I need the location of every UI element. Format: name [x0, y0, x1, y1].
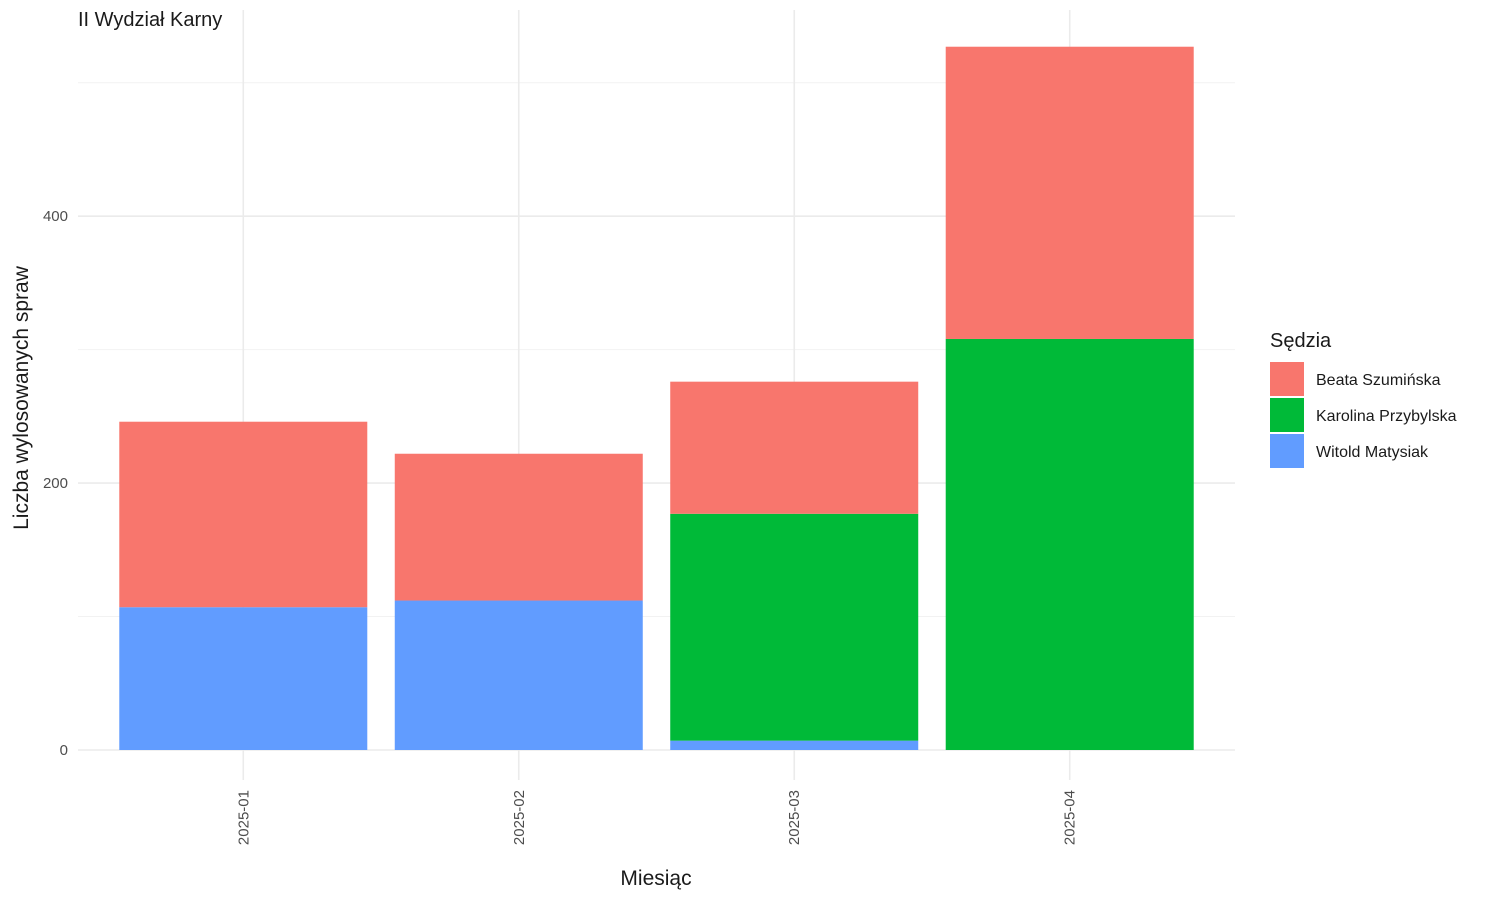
bar-2025-01-beata-szumińska — [119, 421, 368, 608]
bar-2025-03-beata-szumińska — [670, 381, 919, 514]
y-tick-label: 400 — [43, 208, 68, 225]
legend-label-witold-matysiak: Witold Matysiak — [1316, 444, 1429, 461]
legend-swatch-witold-matysiak — [1270, 434, 1304, 468]
bar-2025-02-beata-szumińska — [394, 453, 643, 601]
bar-2025-04-beata-szumińska — [945, 46, 1194, 339]
chart-title: II Wydział Karny — [78, 9, 222, 31]
bar-2025-03-witold-matysiak — [670, 740, 919, 750]
legend-title: Sędzia — [1270, 330, 1332, 352]
bar-2025-04-karolina-przybylska — [945, 338, 1194, 750]
y-tick-label: 200 — [43, 475, 68, 492]
y-axis-tick-labels: 0 200 400 — [43, 208, 68, 759]
bars-layer — [119, 46, 1194, 750]
x-tick-label: 2025-04 — [1062, 790, 1079, 845]
x-tick-label: 2025-02 — [511, 790, 528, 845]
bar-2025-02-witold-matysiak — [394, 600, 643, 750]
x-tick-label: 2025-01 — [235, 790, 252, 845]
legend-swatch-karolina-przybylska — [1270, 398, 1304, 432]
legend-label-beata-szumińska: Beata Szumińska — [1316, 372, 1441, 389]
bar-2025-03-karolina-przybylska — [670, 513, 919, 741]
x-axis-title: Miesiąc — [620, 867, 691, 890]
y-tick-label: 0 — [60, 742, 68, 759]
legend-label-karolina-przybylska: Karolina Przybylska — [1316, 408, 1457, 425]
legend-swatch-beata-szumińska — [1270, 362, 1304, 396]
legend: Sędzia Beata Szumińska Karolina Przybylsk… — [1270, 330, 1457, 468]
x-tick-label: 2025-03 — [786, 790, 803, 845]
bar-2025-01-witold-matysiak — [119, 607, 368, 750]
x-axis-tick-labels: 2025-01 2025-02 2025-03 2025-04 — [235, 790, 1078, 845]
y-axis-title: Liczba wylosowanych spraw — [10, 265, 33, 530]
